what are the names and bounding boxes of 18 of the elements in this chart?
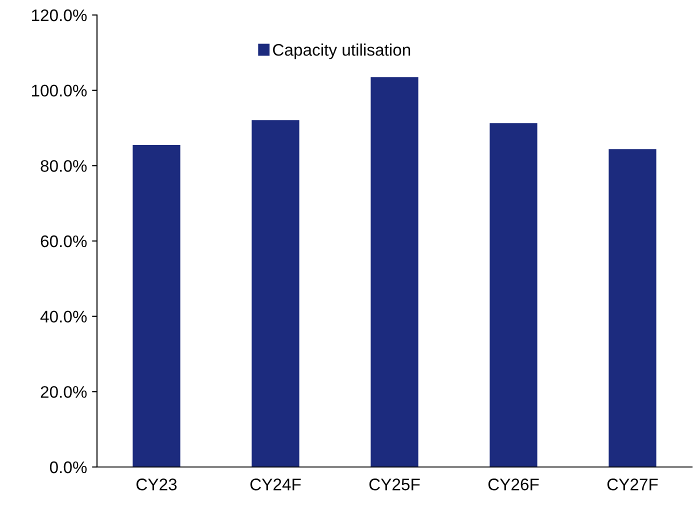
y-tick-label: 80.0% [40,160,87,172]
bar [608,149,656,467]
y-tick-label: 120.0% [32,9,87,22]
bar [490,123,538,467]
y-tick-label: 40.0% [40,310,87,323]
bar [132,144,180,467]
bar [370,77,418,467]
x-tick-label: CY25F [369,478,420,490]
y-tick-label: 20.0% [40,386,87,398]
x-tick-label: CY26F [488,478,539,490]
bar [252,120,300,467]
x-tick-label: CY23 [136,478,177,490]
y-tick-label: 0.0% [50,461,87,474]
y-tick-label: 60.0% [40,235,87,248]
x-tick-label: CY24F [250,478,301,490]
y-tick-label: 100.0% [32,84,87,97]
legend-label: Capacity utilisation [273,44,410,60]
x-tick-label: CY27F [607,478,658,490]
